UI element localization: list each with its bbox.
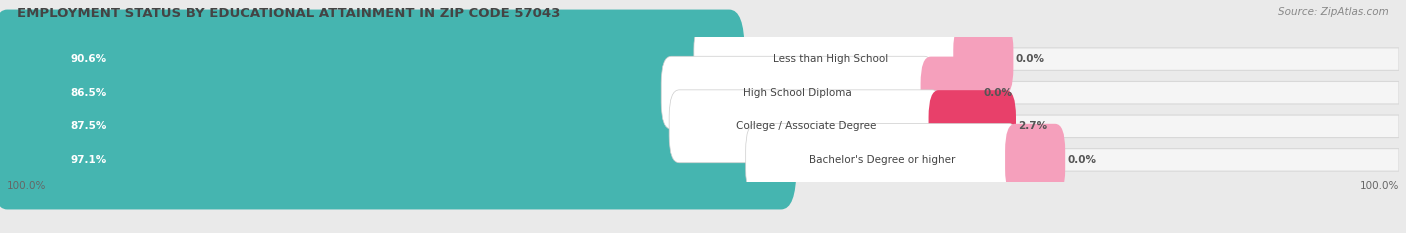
Text: College / Associate Degree: College / Associate Degree bbox=[735, 121, 876, 131]
Text: 86.5%: 86.5% bbox=[70, 88, 107, 98]
FancyBboxPatch shape bbox=[1005, 124, 1066, 196]
Text: Source: ZipAtlas.com: Source: ZipAtlas.com bbox=[1278, 7, 1389, 17]
FancyBboxPatch shape bbox=[7, 82, 1399, 104]
Text: 100.0%: 100.0% bbox=[1360, 181, 1399, 191]
FancyBboxPatch shape bbox=[0, 110, 796, 209]
FancyBboxPatch shape bbox=[7, 48, 1399, 70]
FancyBboxPatch shape bbox=[921, 57, 981, 129]
FancyBboxPatch shape bbox=[953, 23, 1014, 95]
Text: 100.0%: 100.0% bbox=[7, 181, 46, 191]
FancyBboxPatch shape bbox=[661, 56, 935, 129]
Text: 90.6%: 90.6% bbox=[70, 54, 107, 64]
FancyBboxPatch shape bbox=[928, 90, 1017, 162]
Text: Bachelor's Degree or higher: Bachelor's Degree or higher bbox=[810, 155, 956, 165]
Text: 0.0%: 0.0% bbox=[1017, 54, 1045, 64]
FancyBboxPatch shape bbox=[0, 10, 745, 109]
FancyBboxPatch shape bbox=[695, 23, 967, 96]
Text: EMPLOYMENT STATUS BY EDUCATIONAL ATTAINMENT IN ZIP CODE 57043: EMPLOYMENT STATUS BY EDUCATIONAL ATTAINM… bbox=[17, 7, 560, 20]
Text: 0.0%: 0.0% bbox=[1067, 155, 1097, 165]
FancyBboxPatch shape bbox=[0, 43, 711, 142]
Text: High School Diploma: High School Diploma bbox=[744, 88, 852, 98]
FancyBboxPatch shape bbox=[745, 123, 1019, 196]
FancyBboxPatch shape bbox=[669, 90, 942, 163]
Text: 0.0%: 0.0% bbox=[983, 88, 1012, 98]
FancyBboxPatch shape bbox=[7, 149, 1399, 171]
Text: 2.7%: 2.7% bbox=[1018, 121, 1047, 131]
FancyBboxPatch shape bbox=[0, 77, 720, 176]
FancyBboxPatch shape bbox=[7, 115, 1399, 137]
Text: Less than High School: Less than High School bbox=[773, 54, 889, 64]
Text: 97.1%: 97.1% bbox=[70, 155, 107, 165]
Text: 87.5%: 87.5% bbox=[70, 121, 107, 131]
